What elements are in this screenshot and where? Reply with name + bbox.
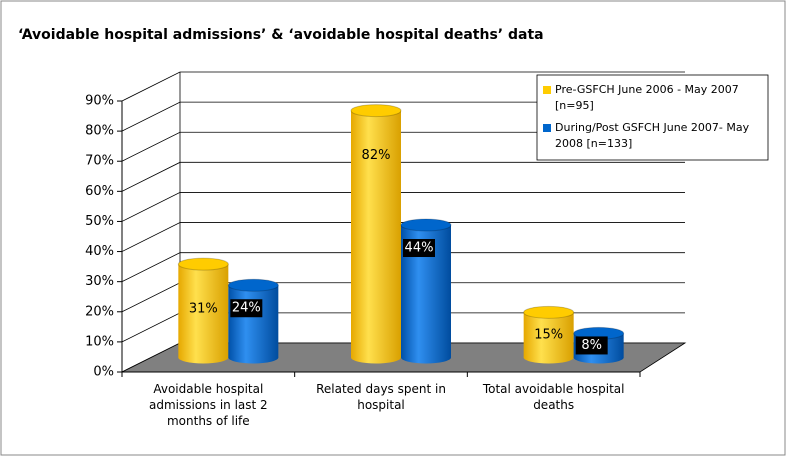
bar-top [177,257,229,271]
grid-line [121,192,685,222]
bar [351,110,401,358]
bar-top [350,104,402,118]
bar-top [523,305,575,319]
x-tick-label: Avoidable hospital admissions in last 2 … [148,382,268,428]
legend-swatch [543,86,551,94]
grid-line [121,161,685,192]
chart-title: ‘Avoidable hospital admissions’ & ‘avoid… [18,27,544,43]
value-label-bg [403,239,435,258]
y-tick-label: 0% [93,365,114,380]
y-tick-label: 10% [85,334,114,349]
legend-label: During/Post GSFCH June 2007- May 2008 [n… [555,121,750,150]
value-label: 44% [405,241,434,256]
bar [178,264,229,358]
value-label: 82% [362,148,391,163]
y-tick-label: 40% [85,244,114,259]
legend-box [536,74,769,161]
bar-top [227,278,279,292]
y-tick-label: 50% [85,214,114,229]
x-tick-label: Related days spent in hospital [316,382,446,412]
legend-swatch [543,124,551,132]
x-tick-label: Total avoidable hospital deaths [482,382,625,412]
value-label: 15% [534,327,563,342]
y-tick-label: 80% [85,124,114,139]
y-tick-label: 20% [85,304,114,319]
bar-top [400,218,452,232]
value-label-bg [575,336,608,355]
y-tick-label: 60% [85,184,114,199]
y-tick-label: 70% [85,154,114,169]
value-label-bg [230,299,263,318]
value-label: 24% [232,301,261,316]
y-tick-label: 90% [85,94,114,109]
value-label: 31% [189,302,218,317]
legend-label: Pre-GSFCH June 2006 - May 2007 [n=95] [555,83,739,112]
y-tick-label: 30% [85,274,114,289]
bar [228,285,279,358]
value-label: 8% [581,338,602,353]
bar [523,312,574,358]
